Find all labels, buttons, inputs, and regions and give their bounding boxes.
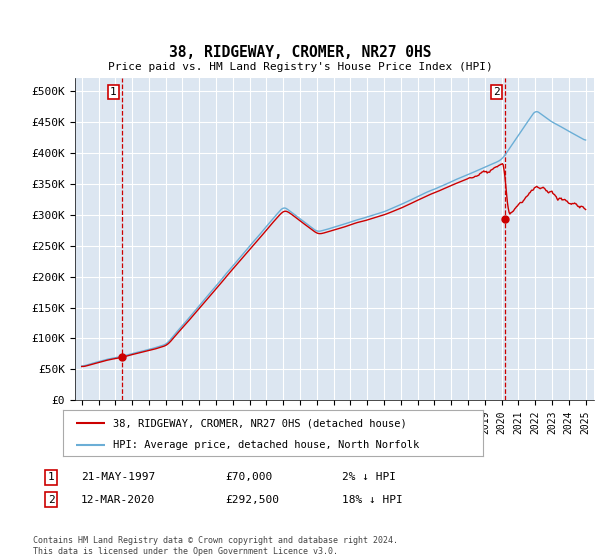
Text: HPI: Average price, detached house, North Norfolk: HPI: Average price, detached house, Nort…	[113, 440, 419, 450]
Text: £292,500: £292,500	[225, 494, 279, 505]
Text: 2: 2	[493, 87, 500, 97]
Text: 21-MAY-1997: 21-MAY-1997	[81, 472, 155, 482]
Text: Price paid vs. HM Land Registry's House Price Index (HPI): Price paid vs. HM Land Registry's House …	[107, 62, 493, 72]
Text: 1: 1	[47, 472, 55, 482]
Text: 1: 1	[110, 87, 117, 97]
Text: 18% ↓ HPI: 18% ↓ HPI	[342, 494, 403, 505]
Text: 2% ↓ HPI: 2% ↓ HPI	[342, 472, 396, 482]
Text: 38, RIDGEWAY, CROMER, NR27 0HS: 38, RIDGEWAY, CROMER, NR27 0HS	[169, 45, 431, 60]
Text: 2: 2	[47, 494, 55, 505]
Text: £70,000: £70,000	[225, 472, 272, 482]
Text: 12-MAR-2020: 12-MAR-2020	[81, 494, 155, 505]
Text: Contains HM Land Registry data © Crown copyright and database right 2024.
This d: Contains HM Land Registry data © Crown c…	[33, 536, 398, 556]
Text: 38, RIDGEWAY, CROMER, NR27 0HS (detached house): 38, RIDGEWAY, CROMER, NR27 0HS (detached…	[113, 418, 407, 428]
